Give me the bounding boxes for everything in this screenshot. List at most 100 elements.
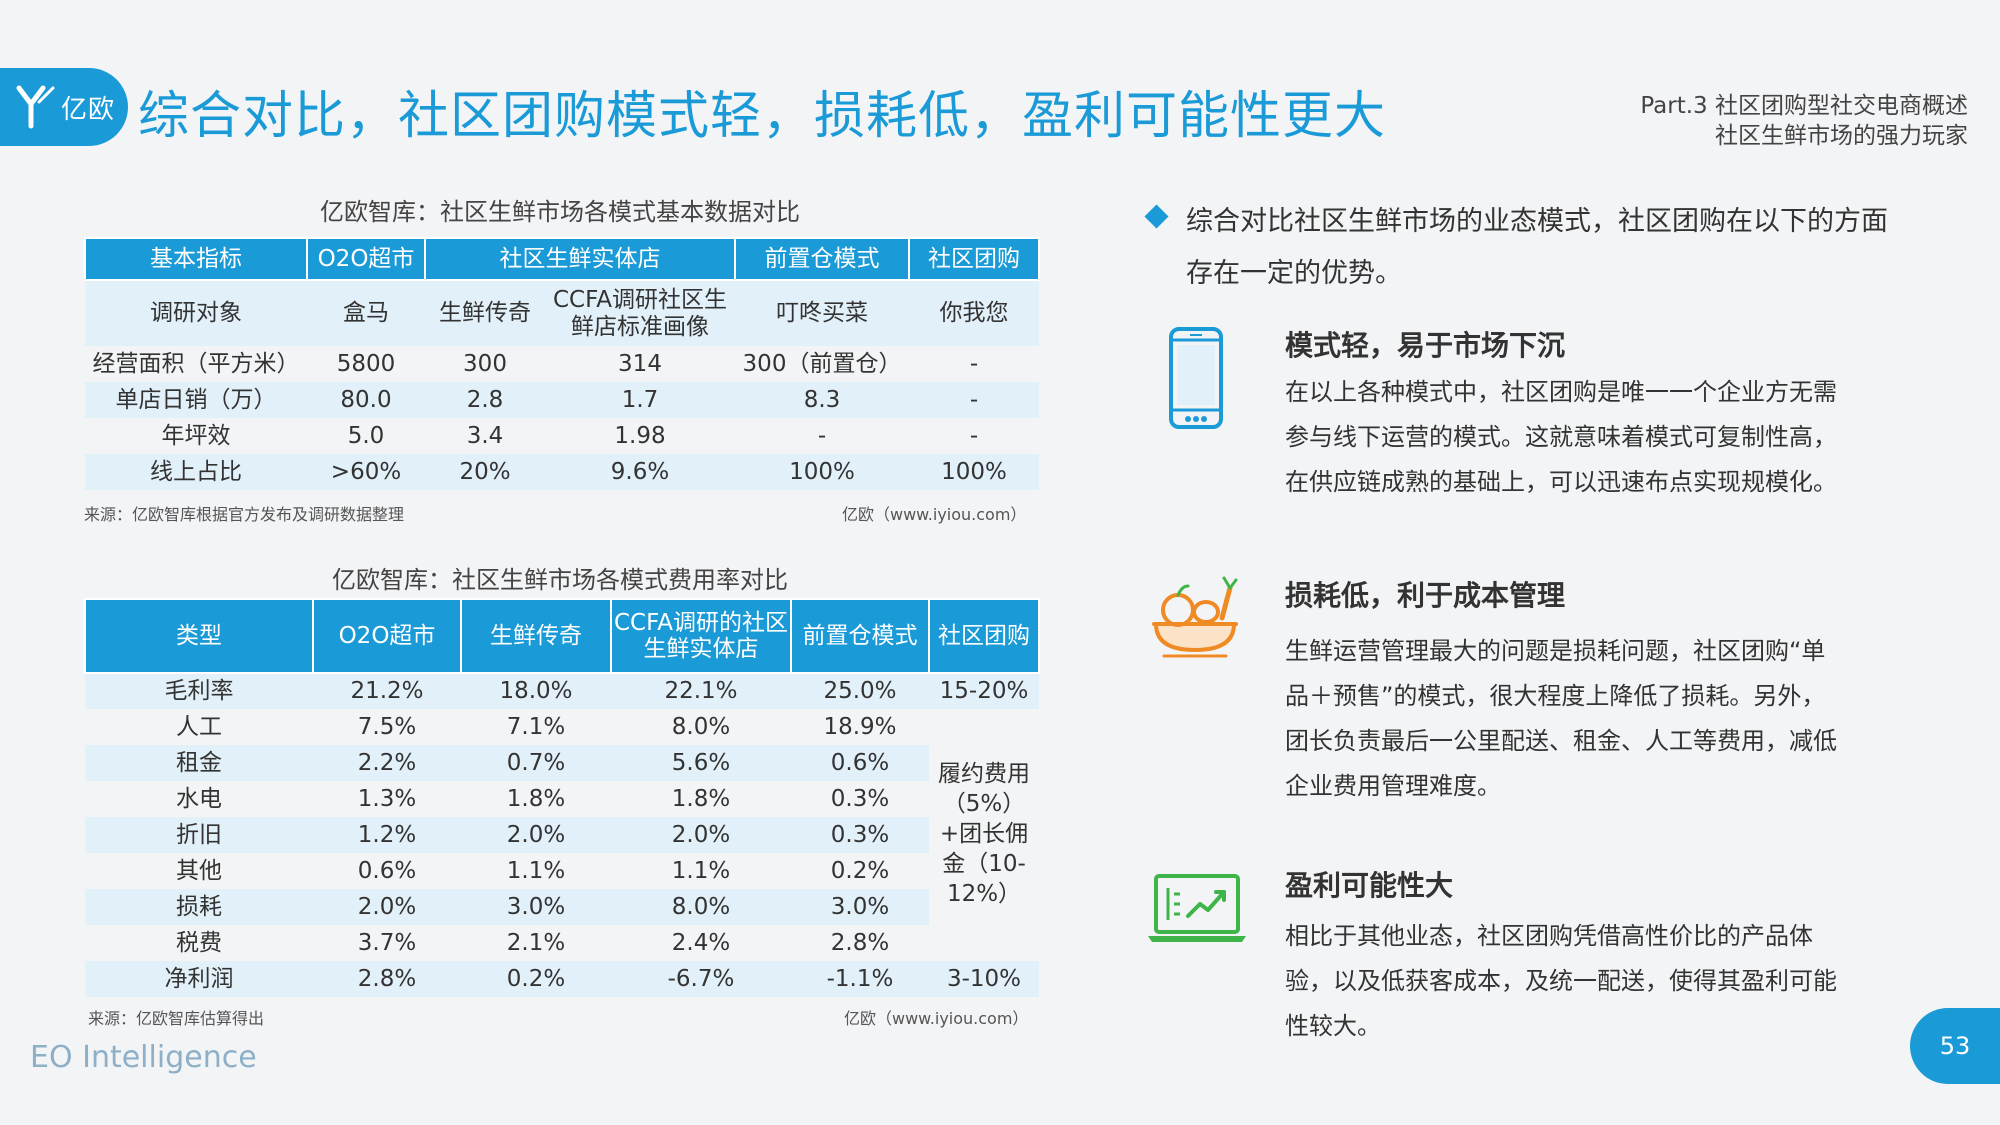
table1-credit: 亿欧（www.iyiou.com） [842,505,1027,524]
logo: 亿欧 [0,68,128,146]
table-cell: 0.2% [461,961,611,997]
growth-chart-laptop-icon [1148,874,1246,942]
table-cell: 损耗 [85,889,313,925]
table-cell: 9.6% [545,454,735,490]
table-cell: 3.7% [357,929,417,956]
table-cell: -6.7% [611,961,791,997]
cost-rate-table: 类型 O2O超市 生鲜传奇 CCFA调研的社区生鲜实体店 前置仓模式 社区团购 … [84,598,1040,997]
table-cell: 5.6% [611,745,791,781]
fruit-basket-icon [1152,576,1238,658]
table-cell: 18.0% [461,673,611,709]
table-row: 毛利率 21.2% 18.0% 22.1% 25.0% 15-20% [85,673,1039,709]
section-sublabel: 社区生鲜市场的强力玩家 [1715,123,1968,149]
table-cell: 1.1% [671,857,731,884]
group-buying-cost-cell: 履约费用（5%）+团长佣金（10-12%） [938,761,1030,907]
feature-text: 在以上各种模式中，社区团购是唯一一个企业方无需参与线下运营的模式。这就意味着模式… [1285,378,1837,496]
table-row: 损耗 2.0% 3.0% 8.0% 3.0% [85,889,1039,925]
table-cell: 2.1% [506,929,566,956]
table-cell: 2.8% [313,961,461,997]
table-cell: 22.1% [611,673,791,709]
table-cell: 2.8 [425,382,545,418]
table1-caption: 亿欧智库：社区生鲜市场各模式基本数据对比 [320,198,800,226]
table-cell: 租金 [85,745,313,781]
table-cell: 0.6% [357,857,417,884]
table-cell: 0.2% [830,857,890,884]
table-cell: 0.3% [791,817,929,853]
header-cell: 社区团购 [908,237,1040,281]
table-cell: 调研对象 [85,280,307,346]
table-cell: -1.1% [791,961,929,997]
table-cell: - [969,422,979,449]
smartphone-icon [1169,327,1223,429]
table-cell: - [969,350,979,377]
feature-text: 生鲜运营管理最大的问题是损耗问题，社区团购“单品＋预售”的模式，很大程度上降低了… [1285,637,1837,800]
table-cell: 21.2% [313,673,461,709]
table-cell: - [909,382,1039,418]
logo-text: 亿欧 [60,94,115,125]
table-cell: 5.0 [347,422,385,449]
table-cell: 1.2% [313,817,461,853]
table-cell: 0.6% [791,745,929,781]
table-cell: 折旧 [85,817,313,853]
table-cell: 1.1% [506,857,566,884]
table-cell: 叮咚买菜 [735,280,909,346]
table-cell: 0.3% [830,785,890,812]
table-cell: 25.0% [791,673,929,709]
table-cell: 水电 [176,785,222,812]
feature-title: 模式轻，易于市场下沉 [1285,329,1566,362]
table-row: 年坪效 5.0 3.4 1.98 - - [85,418,1039,454]
table-cell: 18.9% [823,713,897,740]
intro-bullet: 综合对比社区生鲜市场的业态模式，社区团购在以下的方面存在一定的优势。 [1138,196,1898,300]
table-cell: 100% [735,454,909,490]
table-cell: 5800 [336,350,396,377]
yiou-logo-icon [16,85,55,129]
table-cell: 3.0% [791,889,929,925]
table-cell: 0.7% [461,745,611,781]
table-cell: 100% [909,454,1039,490]
section-label: Part.3 社区团购型社交电商概述 [1640,93,1968,119]
table-cell: 8.0% [671,713,731,740]
page-title: 综合对比，社区团购模式轻，损耗低，盈利可能性更大 [138,87,1387,146]
table-cell: 税费 [176,929,222,956]
table-row: 净利润 2.8% 0.2% -6.7% -1.1% 3-10% [85,961,1039,997]
table-cell: 1.3% [357,785,417,812]
table-cell: 3.4 [466,422,504,449]
table-cell: >60% [307,454,425,490]
table-cell: 你我您 [909,280,1039,346]
table-row: 折旧 1.2% 2.0% 2.0% 0.3% [85,817,1039,853]
table-cell: 2.0% [461,817,611,853]
header-cell: O2O超市 [306,237,426,281]
header-cell: O2O超市 [312,598,462,674]
table-cell: 2.4% [671,929,731,956]
feature-title: 盈利可能性大 [1285,869,1454,902]
table-row: 税费 3.7% 2.1% 2.4% 2.8% [85,925,1039,961]
table-cell: 314 [618,350,662,377]
table-cell: 3.0% [461,889,611,925]
table-cell: 2.0% [313,889,461,925]
table-cell: 单店日销（万） [85,382,307,418]
table-cell: 300 [463,350,507,377]
table-row: 租金 2.2% 0.7% 5.6% 0.6% [85,745,1039,781]
table-cell: 其他 [176,857,222,884]
header-cell: 前置仓模式 [734,237,910,281]
table-cell: 人工 [176,713,222,740]
table-cell: 2.0% [611,817,791,853]
table-cell: 1.7 [545,382,735,418]
intro-text: 综合对比社区生鲜市场的业态模式，社区团购在以下的方面存在一定的优势。 [1186,206,1888,289]
header-cell: 社区生鲜实体店 [424,237,736,281]
page-number: 53 [1910,1008,2000,1084]
table-cell: 2.8% [830,929,890,956]
table-cell: 2.2% [313,745,461,781]
table-header-row: 基本指标 O2O超市 社区生鲜实体店 前置仓模式 社区团购 [84,237,1040,281]
table-cell: - [817,422,827,449]
table-cell: 15-20% [929,673,1039,709]
table-header-row: 类型 O2O超市 生鲜传奇 CCFA调研的社区生鲜实体店 前置仓模式 社区团购 [84,598,1040,674]
table-cell: 8.3 [735,382,909,418]
table-cell: 80.0 [307,382,425,418]
diamond-bullet-icon [1144,204,1169,229]
table-row: 线上占比 >60% 20% 9.6% 100% 100% [85,454,1039,490]
table-cell: 净利润 [85,961,313,997]
table-cell: 1.8% [506,785,566,812]
table-cell: 生鲜传奇 [425,280,545,346]
table-row: 其他 0.6% 1.1% 1.1% 0.2% [85,853,1039,889]
